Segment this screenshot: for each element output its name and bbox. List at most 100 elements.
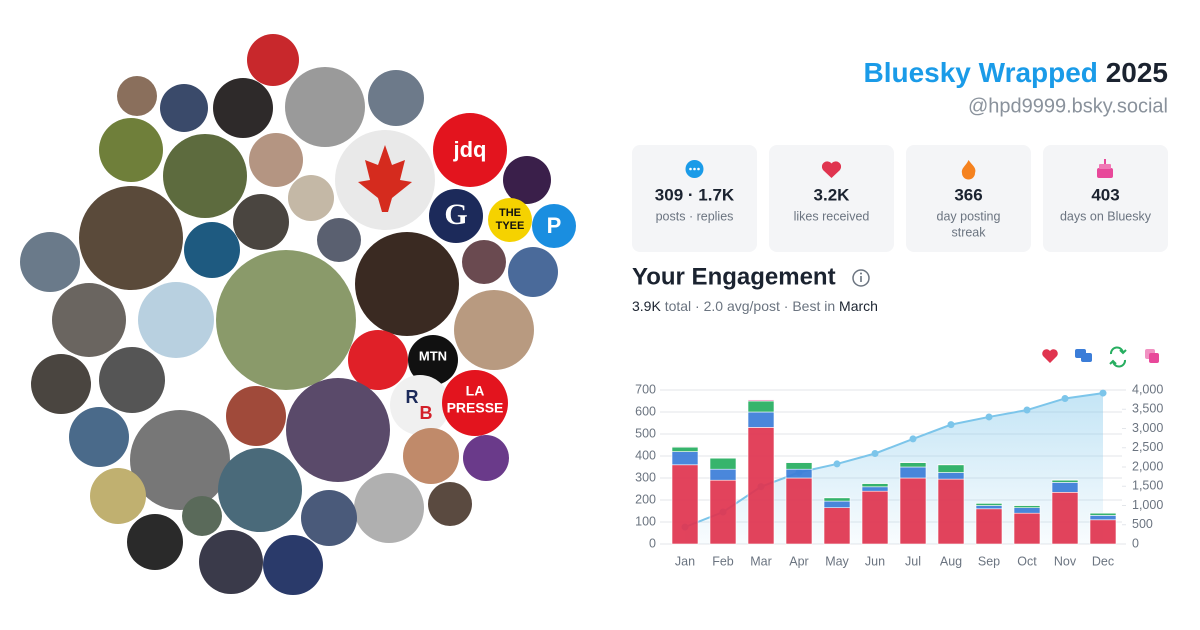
stat-label: likes received: [794, 209, 870, 223]
avatar: [433, 113, 507, 187]
avatar: [226, 386, 286, 446]
avatar: [127, 514, 183, 570]
avatar: [333, 540, 383, 590]
y2-tick-label: 2,500: [1132, 440, 1163, 454]
avatar: [463, 435, 509, 481]
stat-card: [1043, 145, 1168, 252]
bar-segment: [785, 462, 813, 470]
avatar: [213, 78, 273, 138]
avatar: [90, 468, 146, 524]
info-icon[interactable]: [852, 269, 870, 287]
bar-segment: [747, 411, 775, 428]
avatar: [532, 204, 576, 248]
x-tick-label: Jan: [675, 554, 695, 568]
avatar: [488, 198, 532, 242]
icon-cake: [1097, 159, 1113, 178]
avatar: [348, 330, 408, 390]
avatar: [138, 282, 214, 358]
bar-segment: [899, 477, 927, 545]
avatar: [163, 134, 247, 218]
bar-segment: [747, 399, 775, 402]
icon-flame: [961, 160, 976, 180]
summary-best: March: [839, 298, 878, 314]
logo-text: TYEE: [496, 220, 525, 232]
avatar: [390, 375, 450, 435]
legend-icon[interactable]: [1109, 346, 1127, 368]
bar-segment: [937, 464, 965, 473]
avatar-maple-leaf: [358, 145, 412, 212]
avatar-collage: [20, 34, 576, 595]
bar-segment: [1013, 512, 1041, 545]
avatar: [288, 175, 334, 221]
stat-label: day posting: [937, 209, 1001, 223]
bar-segment: [937, 478, 965, 545]
bar-segment: [1051, 482, 1079, 493]
bar-segment: [975, 508, 1003, 545]
y2-tick-label: 3,000: [1132, 421, 1163, 435]
avatar: [355, 232, 459, 336]
legend-icon[interactable]: [1145, 349, 1159, 363]
stat-cards: 309 · 1.7K posts · replies 3.2K likes re…: [632, 145, 1168, 252]
x-tick-label: Aug: [940, 554, 962, 568]
logo-text: PRESSE: [447, 400, 504, 416]
avatar: [368, 70, 424, 126]
avatar: [285, 67, 365, 147]
engagement-summary: 3.9K total · 2.0 avg/post · Best in Marc…: [632, 298, 878, 314]
bar-segment: [861, 486, 889, 492]
y-tick-label: 0: [649, 536, 656, 550]
avatar: [317, 218, 361, 262]
bar-segment: [709, 479, 737, 545]
avatar: [99, 347, 165, 413]
line-point: [1023, 406, 1031, 414]
avatar: [354, 473, 424, 543]
avatar: [442, 370, 508, 436]
y2-tick-label: 4,000: [1132, 382, 1163, 396]
y-tick-label: 400: [635, 448, 656, 462]
bar-segment: [1013, 505, 1041, 508]
y2-tick-label: 2,000: [1132, 459, 1163, 473]
bar-segment: [709, 468, 737, 481]
stat-value: 309 · 1.7K: [655, 185, 735, 204]
x-tick-label: Oct: [1017, 554, 1037, 568]
legend-icon[interactable]: [1042, 349, 1058, 363]
stat-value: 3.2K: [814, 185, 851, 204]
y-tick-label: 100: [635, 514, 656, 528]
avatar: [263, 535, 323, 595]
legend-icon[interactable]: [1075, 349, 1092, 362]
line-point: [947, 421, 955, 429]
bar-segment: [975, 502, 1003, 506]
avatar: [503, 156, 551, 204]
stat-card: [632, 145, 757, 252]
stat-label: streak: [951, 225, 986, 239]
line-point: [985, 413, 993, 421]
bar-segment: [861, 483, 889, 488]
avatar: [454, 290, 534, 370]
avatar: [428, 482, 472, 526]
engagement-chart: 0 100 200 300 400 500 600 700 0 500 1,000 1,500 2,00…: [635, 382, 1163, 568]
avatar: [130, 410, 230, 510]
bar-segment: [747, 400, 775, 413]
bar-segment: [1051, 491, 1079, 545]
bar-segment: [899, 466, 927, 479]
line-point: [871, 450, 879, 458]
stat-label: days on Bluesky: [1060, 209, 1152, 223]
avatar: [286, 378, 390, 482]
line-point: [1099, 389, 1107, 397]
bar-segment: [937, 472, 965, 480]
x-tick-label: Apr: [789, 554, 808, 568]
avatar: [79, 186, 183, 290]
icon-heart: [821, 161, 842, 178]
line-point: [1061, 394, 1069, 402]
bar-segment: [1013, 507, 1041, 514]
y-tick-label: 200: [635, 492, 656, 506]
bar-segment: [1051, 479, 1079, 483]
page-title: Bluesky Wrapped 2025: [863, 57, 1168, 88]
x-tick-label: Jun: [865, 554, 885, 568]
avatar: [182, 496, 222, 536]
stat-card: [769, 145, 894, 252]
y2-tick-label: 500: [1132, 517, 1153, 531]
avatar: [117, 76, 157, 116]
avatar: [199, 530, 263, 594]
logo-text: P: [547, 213, 562, 238]
x-tick-label: Nov: [1054, 554, 1077, 568]
